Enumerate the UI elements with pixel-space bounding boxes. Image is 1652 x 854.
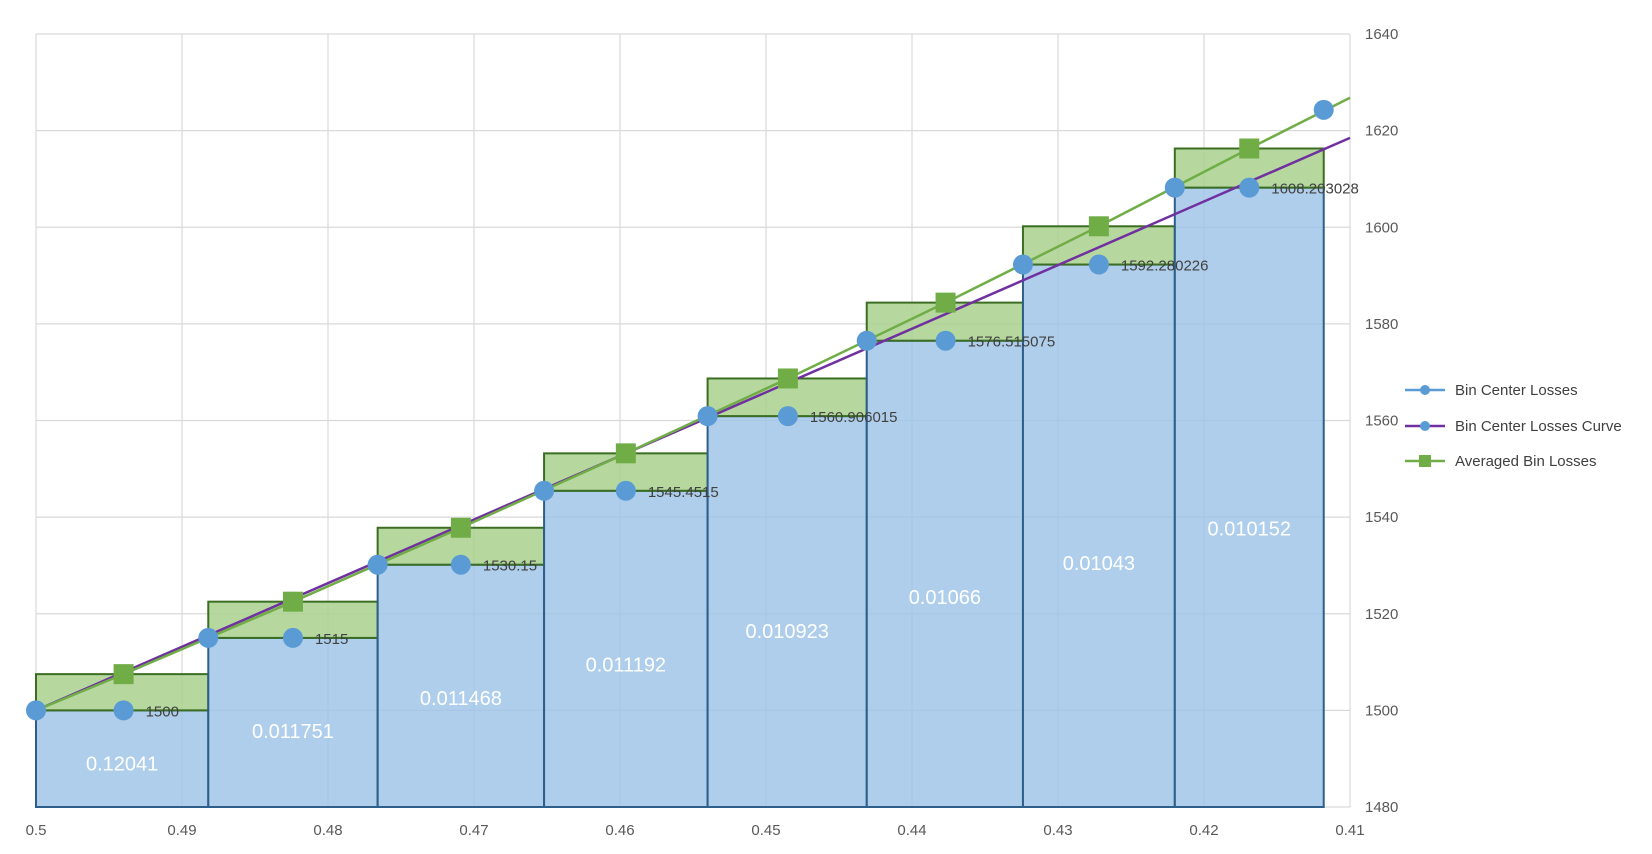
averaged-bin-loss-point bbox=[282, 591, 303, 612]
legend-square-marker-icon bbox=[1419, 455, 1431, 467]
legend-label: Bin Center Losses bbox=[1455, 382, 1578, 399]
y-tick-label: 1540 bbox=[1365, 509, 1398, 526]
bin-bar bbox=[543, 489, 709, 808]
averaged-bin-loss-point bbox=[935, 292, 956, 313]
bin-center-loss-point bbox=[113, 700, 134, 721]
averaged-bin-loss-point bbox=[777, 368, 798, 389]
bin-center-loss-point bbox=[26, 700, 46, 721]
y-tick-label: 1580 bbox=[1365, 316, 1398, 333]
axis-layer: 0.5 0.49 0.48 0.47 0.46 0.45 0.44 0.43 0.42 0.411… bbox=[26, 26, 1399, 839]
bin-bar bbox=[706, 415, 868, 808]
x-tick-label: 0.5 bbox=[26, 822, 47, 839]
bin-center-loss-point bbox=[1164, 177, 1185, 198]
x-tick-label: 0.44 bbox=[897, 822, 926, 839]
point-value-label: 1500 bbox=[146, 703, 179, 720]
legend-item-bin-center-losses-curve[interactable]: Bin Center Losses Curve bbox=[1405, 418, 1622, 435]
averaged-bin-loss-point bbox=[450, 517, 471, 538]
bin-center-loss-point bbox=[198, 627, 219, 648]
bin-center-loss-point bbox=[935, 330, 956, 351]
bin-center-loss-point bbox=[367, 554, 388, 575]
bin-bar bbox=[376, 563, 546, 809]
averaged-bin-loss-point bbox=[113, 664, 134, 685]
point-value-label: 1530.15 bbox=[483, 558, 537, 575]
legend-circle-marker-icon bbox=[1420, 421, 1430, 431]
y-tick-label: 1600 bbox=[1365, 219, 1398, 236]
markers-layer bbox=[26, 99, 1334, 721]
bin-center-loss-point bbox=[282, 627, 303, 648]
bin-value-label: 0.12041 bbox=[86, 754, 158, 776]
bin-center-loss-point bbox=[777, 406, 798, 427]
x-tick-label: 0.47 bbox=[459, 822, 488, 839]
legend-circle-marker-icon bbox=[1420, 385, 1430, 395]
bin-center-losses-curve-line bbox=[35, 136, 1351, 712]
point-value-label: 1576.515075 bbox=[968, 334, 1056, 351]
averaged-bin-loss-point bbox=[615, 443, 636, 464]
y-tick-label: 1560 bbox=[1365, 413, 1398, 430]
legend-label: Bin Center Losses Curve bbox=[1455, 418, 1622, 435]
point-value-label: 1560.906015 bbox=[810, 409, 898, 426]
x-tick-label: 0.49 bbox=[167, 822, 196, 839]
bin-value-label: 0.011468 bbox=[420, 688, 502, 710]
legend: Bin Center Losses Bin Center Losses Curv… bbox=[1405, 382, 1622, 470]
legend-item-bin-center-losses[interactable]: Bin Center Losses bbox=[1405, 382, 1578, 399]
bin-value-label: 0.010152 bbox=[1208, 518, 1291, 540]
bin-center-loss-point bbox=[1088, 254, 1109, 275]
bin-value-label: 0.011192 bbox=[586, 655, 666, 677]
bin-center-loss-point bbox=[615, 480, 636, 501]
averaged-bin-loss-point bbox=[1239, 138, 1260, 159]
bin-center-loss-point bbox=[1012, 254, 1033, 275]
point-value-label: 1545.4515 bbox=[648, 484, 719, 501]
bins-layer bbox=[35, 147, 1325, 809]
x-tick-label: 0.45 bbox=[751, 822, 780, 839]
y-tick-label: 1620 bbox=[1365, 123, 1398, 140]
bin-center-loss-point bbox=[534, 480, 555, 501]
bin-bar bbox=[1021, 263, 1176, 809]
bin-value-label: 0.011751 bbox=[252, 721, 334, 743]
point-value-label: 1592.280226 bbox=[1121, 258, 1209, 275]
bin-center-loss-point bbox=[697, 406, 718, 427]
bin-value-label: 0.010923 bbox=[745, 621, 828, 643]
x-tick-label: 0.43 bbox=[1043, 822, 1072, 839]
x-tick-label: 0.41 bbox=[1335, 822, 1364, 839]
x-tick-label: 0.46 bbox=[605, 822, 634, 839]
y-tick-label: 1480 bbox=[1365, 799, 1398, 816]
y-tick-label: 1520 bbox=[1365, 606, 1398, 623]
bin-center-loss-point bbox=[856, 330, 877, 351]
y-tick-label: 1500 bbox=[1365, 702, 1398, 719]
bin-center-loss-point bbox=[1239, 177, 1260, 198]
labels-layer: 0.12041 0.011751 0.011468 0.011192 0.010923 0… bbox=[86, 181, 1359, 776]
legend-label: Averaged Bin Losses bbox=[1455, 453, 1596, 470]
bin-bar bbox=[207, 636, 379, 808]
bin-bar bbox=[865, 339, 1024, 808]
x-tick-label: 0.42 bbox=[1189, 822, 1218, 839]
legend-item-averaged-bin-losses[interactable]: Averaged Bin Losses bbox=[1405, 453, 1596, 470]
bin-center-loss-point bbox=[450, 554, 471, 575]
point-value-label: 1608.203028 bbox=[1271, 181, 1359, 198]
averaged-bin-loss-point bbox=[1088, 216, 1109, 237]
bin-value-label: 0.01043 bbox=[1063, 553, 1135, 575]
x-tick-label: 0.48 bbox=[313, 822, 342, 839]
bin-value-label: 0.01066 bbox=[909, 587, 981, 609]
y-tick-label: 1640 bbox=[1365, 26, 1398, 43]
bin-bar bbox=[1173, 186, 1325, 808]
point-value-label: 1515 bbox=[315, 631, 348, 648]
bin-center-loss-point bbox=[1313, 99, 1334, 120]
